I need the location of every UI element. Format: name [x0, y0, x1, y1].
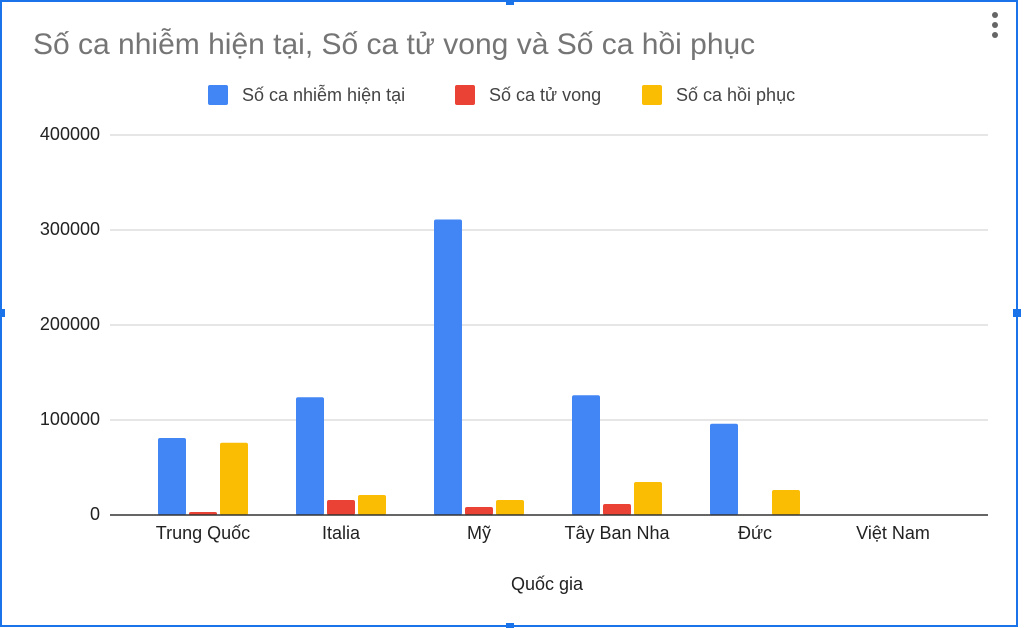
y-tick-label: 400000 [40, 124, 100, 144]
y-tick-label: 0 [90, 504, 100, 524]
bar [158, 438, 186, 515]
resize-handle[interactable] [0, 309, 5, 317]
bar [634, 482, 662, 515]
menu-button[interactable] [992, 12, 998, 38]
legend-label: Số ca nhiễm hiện tại [242, 84, 405, 105]
bar [296, 397, 324, 515]
legend-label: Số ca hồi phục [676, 85, 795, 105]
bar [772, 490, 800, 515]
chart-title: Số ca nhiễm hiện tại, Số ca tử vong và S… [33, 28, 755, 61]
y-tick-label: 100000 [40, 409, 100, 429]
bar [327, 499, 355, 515]
bar [358, 495, 386, 515]
x-tick-label: Việt Nam [856, 523, 930, 543]
legend-swatch [208, 85, 228, 105]
x-tick-label: Tây Ban Nha [564, 523, 670, 543]
bar [603, 503, 631, 515]
resize-handle[interactable] [1013, 309, 1021, 317]
bar [572, 395, 600, 515]
bar [465, 507, 493, 515]
resize-handle[interactable] [506, 623, 514, 628]
x-tick-label: Italia [322, 523, 361, 543]
y-tick-label: 300000 [40, 219, 100, 239]
x-tick-label: Mỹ [467, 523, 491, 543]
bar [496, 499, 524, 515]
x-axis-title: Quốc gia [511, 574, 584, 594]
bar [189, 511, 217, 515]
legend-swatch [455, 85, 475, 105]
bar [220, 442, 248, 515]
y-tick-label: 200000 [40, 314, 100, 334]
bar [434, 219, 462, 516]
legend-label: Số ca tử vong [489, 85, 601, 105]
legend-swatch [642, 85, 662, 105]
x-tick-label: Đức [738, 523, 772, 543]
bar [710, 423, 738, 515]
x-tick-label: Trung Quốc [156, 523, 250, 543]
resize-handle[interactable] [506, 0, 514, 5]
